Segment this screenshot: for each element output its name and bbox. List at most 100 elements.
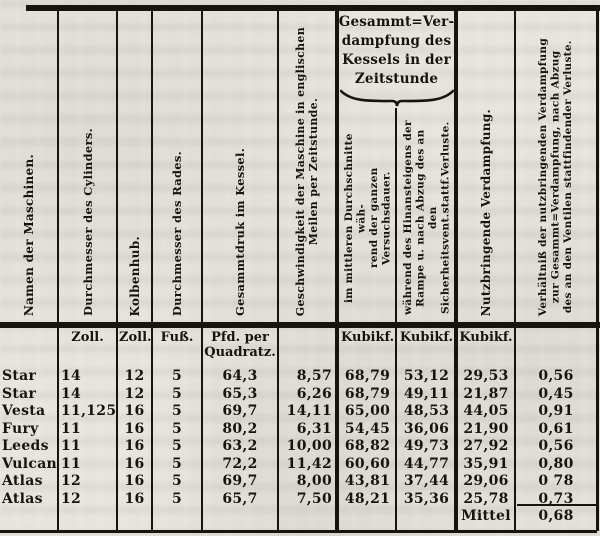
cell: 5 [171, 491, 183, 507]
machine-name: Leeds [2, 438, 49, 454]
table-row: Star 14 12 5 65,3 6,26 68,79 49,11 21,87… [0, 386, 600, 403]
table-bottom-rule [0, 530, 597, 533]
cell: 68,82 [344, 438, 391, 454]
cell: 12 [124, 386, 145, 402]
cell: 16 [124, 473, 145, 489]
cell: 0,56 [538, 438, 574, 454]
table-row: Star 14 12 5 64,3 8,57 68,79 53,12 29,53… [0, 368, 600, 385]
cell: 48,21 [344, 491, 391, 507]
cell: 69,7 [222, 473, 258, 489]
cell: 11,42 [286, 456, 332, 472]
cell: 53,12 [403, 368, 450, 384]
machine-name: Atlas [2, 491, 43, 507]
cell: 69,7 [222, 403, 258, 419]
cell: 35,91 [463, 456, 509, 472]
column-header-nutzbringende-verdampfung: Nutzbringende Verdampfung. [478, 108, 493, 316]
cell: 11 [61, 456, 82, 472]
cell: 64,3 [222, 368, 258, 384]
unit-kubikfuss: Kubikf. [399, 330, 454, 345]
unit-kubikfuss: Kubikf. [341, 330, 395, 345]
unit-zoll: Zoll. [119, 330, 152, 345]
table-rule-vertical [454, 11, 458, 531]
cell: 5 [171, 386, 183, 402]
cell: 12 [124, 368, 145, 384]
cell: 5 [171, 421, 183, 437]
header-line: des an den Ventilen stattfindender Verlu… [562, 40, 575, 314]
table-row: Leeds 11 16 5 63,2 10,00 68,82 49,73 27,… [0, 438, 600, 455]
table-rule-vertical [151, 11, 153, 531]
cell: 0,80 [538, 456, 574, 472]
cell: 48,53 [403, 403, 450, 419]
cell: 6,26 [296, 386, 332, 402]
cell: 16 [124, 456, 145, 472]
mittel-value: 0,68 [538, 508, 574, 524]
machine-name: Vulcan [2, 456, 58, 472]
cell: 49,11 [403, 386, 450, 402]
cell: 0,73 [538, 491, 574, 507]
table-rule-vertical [116, 11, 118, 531]
cell: 5 [171, 456, 183, 472]
cell: 16 [124, 438, 145, 454]
machine-name: Fury [2, 421, 39, 437]
column-header-verdampfung-mittlerer-durchschnitt: im mittleren Durchschnitte wäh- rend der… [343, 116, 393, 316]
cell: 72,2 [222, 456, 258, 472]
cell: 27,92 [463, 438, 509, 454]
table-header-separator-rule [0, 322, 600, 328]
machine-name: Star [2, 368, 37, 384]
cell: 21,87 [463, 386, 509, 402]
cell: 12 [61, 491, 82, 507]
header-line: Rampe u. nach Abzug des an den [414, 129, 439, 307]
cell: 16 [124, 491, 145, 507]
cell: 5 [171, 438, 183, 454]
group-header-gesammt-verdampfung: Gesammt=Ver- dampfung des Kessels in der… [338, 13, 455, 89]
table-row: Atlas 12 16 5 65,7 7,50 48,21 35,36 25,7… [0, 491, 600, 508]
table-rule-vertical [335, 11, 339, 531]
cell: 6,31 [296, 421, 332, 437]
mittel-rule [517, 504, 597, 506]
table-rule-vertical [201, 11, 203, 531]
column-header-durchmesser-rades: Durchmesser des Rades. [170, 150, 184, 316]
machine-name: Atlas [2, 473, 43, 489]
cell: 0 78 [538, 473, 574, 489]
cell: 68,79 [344, 368, 391, 384]
cell: 65,7 [222, 491, 258, 507]
header-line: Sicherheitsvent.stattf.Verluste. [439, 121, 451, 315]
cell: 11 [61, 438, 82, 454]
cell: 80,2 [222, 421, 258, 437]
units-row: Zoll. Zoll. Fuß. Pfd. per Quadratz. Kubi… [0, 330, 600, 366]
unit-line: Quadratz. [204, 345, 276, 360]
table-rule-vertical [277, 11, 279, 531]
cell: 36,06 [403, 421, 450, 437]
cell: 68,79 [344, 386, 391, 402]
table-rule-vertical [57, 11, 59, 531]
cell: 49,73 [403, 438, 450, 454]
machine-name: Vesta [2, 403, 46, 419]
table-rule-vertical [514, 11, 516, 531]
cell: 0,56 [538, 368, 574, 384]
unit-line: Pfd. per [211, 330, 269, 345]
cell: 16 [124, 421, 145, 437]
cell: 12 [61, 473, 82, 489]
cell: 43,81 [344, 473, 391, 489]
header-line: Geschwindigkeit der Maschine in englisch… [294, 26, 307, 316]
table-row: Vulcan 11 16 5 72,2 11,42 60,60 44,77 35… [0, 456, 600, 473]
cell: 35,36 [403, 491, 450, 507]
cell: 65,3 [222, 386, 258, 402]
table-rule-vertical-subcolumns [395, 108, 397, 531]
cell: 8,57 [296, 368, 332, 384]
cell: 0,61 [538, 421, 574, 437]
column-header-gesammtdruck-kessel: Gesammtdruk im Kessel. [233, 148, 247, 316]
cell: 25,78 [463, 491, 509, 507]
cell: 0,45 [538, 386, 574, 402]
header-line: rend der ganzen Versuchsdauer. [367, 167, 393, 269]
column-header-verhaeltnis: Verhältniß der nutzbringenden Verdampfun… [537, 34, 575, 316]
cell: 44,77 [403, 456, 450, 472]
cell: 5 [171, 403, 183, 419]
cell: 60,60 [344, 456, 391, 472]
header-line: Meilen per Zeitstunde. [307, 97, 320, 246]
group-header-line: Zeitstunde [354, 71, 439, 87]
unit-fuss: Fuß. [160, 330, 194, 345]
header-line: im mittleren Durchschnitte wäh- [342, 133, 368, 303]
mittel-label: Mittel [461, 508, 511, 524]
cell: 14 [61, 386, 82, 402]
